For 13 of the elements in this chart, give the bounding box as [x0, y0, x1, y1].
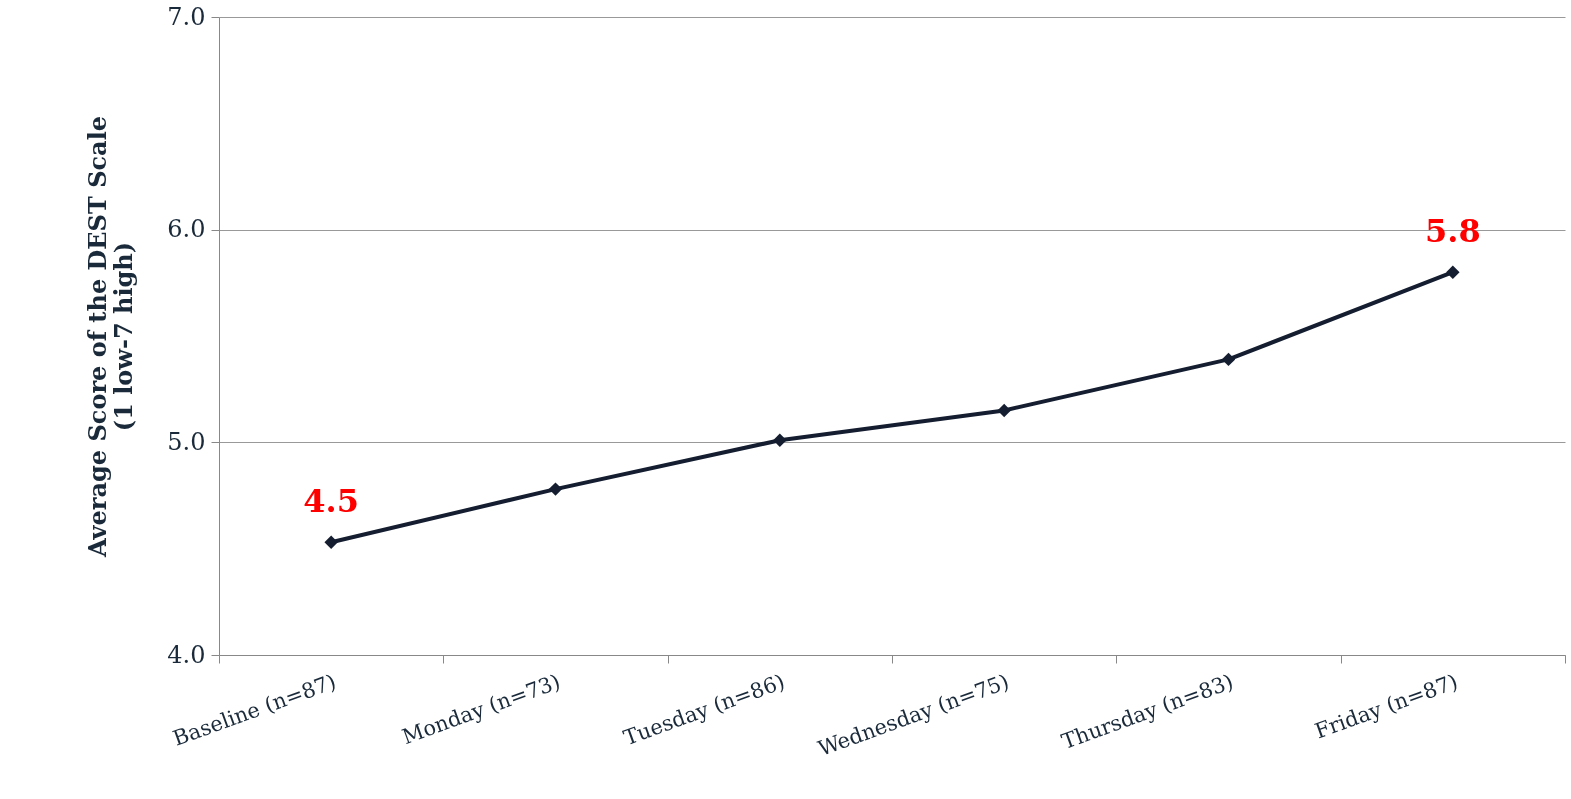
point — [324, 535, 338, 549]
y-axis-title: Average Score of the DEST Scale (1 low-7 high) — [83, 115, 139, 559]
y-tick-label: 4.0 — [167, 640, 206, 669]
data-label: 4.5 — [303, 482, 359, 521]
point — [548, 482, 563, 496]
data-label: 5.8 — [1425, 212, 1481, 251]
point — [773, 433, 787, 447]
y-tick-label: 6.0 — [167, 215, 206, 244]
point — [1446, 265, 1460, 279]
point — [1221, 352, 1236, 367]
point — [997, 403, 1011, 418]
y-tick-label: 5.0 — [167, 427, 206, 456]
y-tick-label: 7.0 — [167, 2, 206, 31]
